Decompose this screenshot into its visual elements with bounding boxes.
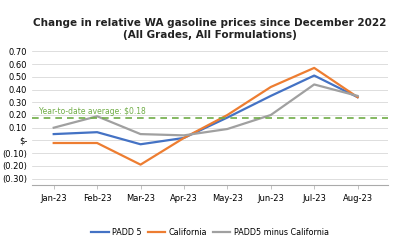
PADD5 minus California	[182, 134, 186, 137]
PADD 5	[355, 96, 360, 99]
PADD5 minus California	[95, 115, 100, 118]
Line: PADD 5: PADD 5	[54, 76, 358, 144]
PADD5 minus California	[312, 83, 316, 86]
PADD5 minus California	[138, 132, 143, 136]
PADD 5	[225, 116, 230, 119]
California	[95, 142, 100, 144]
California	[268, 86, 273, 88]
California	[225, 114, 230, 116]
PADD 5	[182, 136, 186, 140]
PADD 5	[312, 74, 316, 77]
PADD5 minus California	[268, 114, 273, 116]
PADD 5	[95, 131, 100, 134]
California	[355, 96, 360, 99]
Line: California: California	[54, 68, 358, 165]
Title: Change in relative WA gasoline prices since December 2022
(All Grades, All Formu: Change in relative WA gasoline prices si…	[33, 18, 387, 40]
Legend: PADD 5, California, PADD5 minus California: PADD 5, California, PADD5 minus Californ…	[88, 224, 332, 240]
Line: PADD5 minus California: PADD5 minus California	[54, 84, 358, 135]
PADD 5	[138, 143, 143, 146]
California	[138, 163, 143, 166]
PADD 5	[268, 94, 273, 98]
PADD5 minus California	[355, 94, 360, 98]
PADD5 minus California	[225, 128, 230, 130]
California	[51, 142, 56, 144]
Text: Year-to-date average: $0.18: Year-to-date average: $0.18	[39, 107, 146, 116]
California	[182, 136, 186, 140]
PADD5 minus California	[51, 126, 56, 129]
California	[312, 66, 316, 70]
PADD 5	[51, 132, 56, 136]
